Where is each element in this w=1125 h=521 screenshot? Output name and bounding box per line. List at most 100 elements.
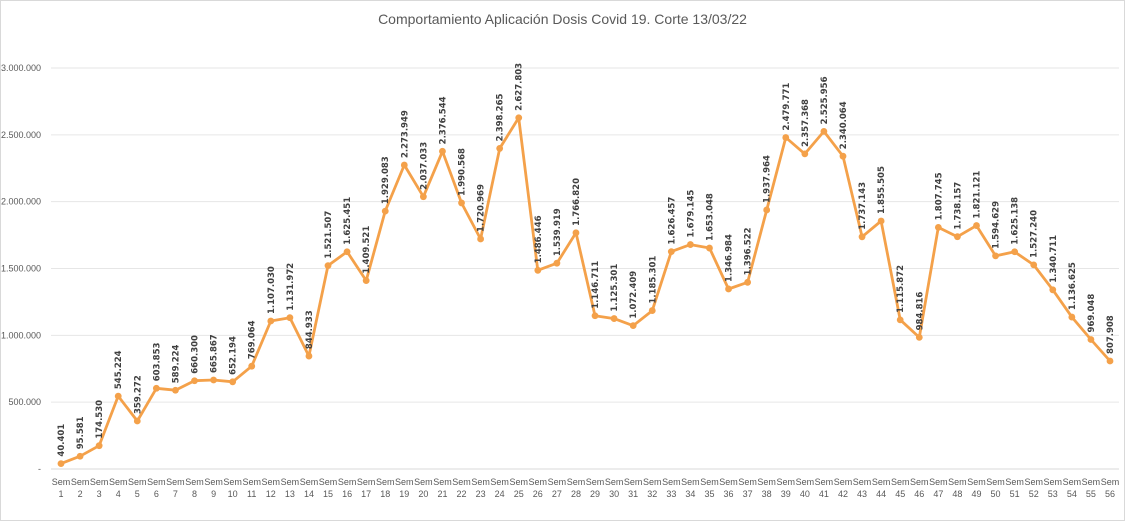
data-label: 1.720.969 (477, 184, 487, 232)
x-tick-label: Sem 31 (624, 477, 643, 499)
x-tick-label: Sem 9 (204, 477, 223, 499)
data-point (896, 316, 904, 324)
x-tick-label: Sem 6 (147, 477, 166, 499)
y-tick-label: 1.500.000 (1, 264, 41, 274)
data-point (496, 145, 504, 152)
x-tick-label: Sem 10 (223, 477, 242, 499)
data-point (57, 460, 65, 467)
data-label: 1.738.157 (953, 182, 963, 230)
data-point (248, 362, 256, 370)
data-point (858, 233, 866, 241)
x-tick-label: Sem 52 (1024, 477, 1043, 499)
x-tick-label: Sem 46 (910, 477, 929, 499)
data-label: 359.272 (133, 375, 143, 414)
y-tick-label: 3.000.000 (1, 63, 41, 73)
data-label: 1.107.030 (267, 266, 277, 314)
x-tick-label: Sem 29 (586, 477, 605, 499)
data-point (229, 378, 237, 386)
x-tick-label: Sem 2 (71, 477, 90, 499)
data-point (95, 442, 103, 450)
x-tick-label: Sem 32 (643, 477, 662, 499)
x-tick-label: Sem 12 (262, 477, 281, 499)
data-label: 545.224 (114, 350, 124, 389)
data-label: 1.539.919 (553, 208, 563, 256)
data-label: 1.146.711 (591, 261, 601, 309)
data-point (286, 314, 294, 322)
data-point (725, 285, 732, 293)
data-label: 1.679.145 (686, 190, 696, 238)
x-tick-label: Sem 39 (777, 477, 796, 499)
data-label: 1.115.872 (896, 265, 906, 313)
y-tick-label: 2.000.000 (1, 197, 41, 207)
x-tick-label: Sem 17 (357, 477, 376, 499)
data-point (553, 259, 561, 267)
x-tick-label: Sem 7 (166, 477, 185, 499)
data-point (210, 376, 217, 384)
data-label: 1.527.240 (1030, 210, 1040, 258)
data-label: 1.409.521 (362, 226, 372, 274)
data-point (267, 317, 275, 325)
x-tick-label: Sem 11 (242, 477, 261, 499)
data-point (915, 333, 923, 341)
x-tick-label: Sem 51 (1005, 477, 1024, 499)
x-tick-label: Sem 16 (338, 477, 357, 499)
x-tick-label: Sem 21 (433, 477, 452, 499)
data-point (744, 278, 752, 286)
data-point (1087, 336, 1095, 343)
data-label: 665.867 (210, 334, 220, 373)
data-label: 603.853 (152, 342, 162, 381)
x-tick-label: Sem 44 (872, 477, 891, 499)
data-label: 2.479.771 (782, 83, 792, 131)
data-label: 1.766.820 (572, 178, 582, 226)
data-label: 1.937.964 (763, 155, 773, 203)
data-point (305, 352, 313, 360)
data-point (534, 266, 542, 274)
data-point (172, 386, 179, 394)
data-point (667, 248, 675, 255)
data-label: 1.821.121 (972, 171, 982, 219)
x-tick-label: Sem 47 (929, 477, 948, 499)
data-point (191, 377, 198, 385)
x-tick-label: Sem 37 (738, 477, 757, 499)
data-label: 1.855.505 (877, 166, 887, 214)
x-tick-label: Sem 36 (719, 477, 738, 499)
data-label: 769.064 (248, 320, 258, 359)
data-label: 1.340.711 (1049, 235, 1059, 283)
data-label: 1.136.625 (1068, 262, 1078, 310)
x-tick-label: Sem 56 (1101, 477, 1120, 499)
x-tick-label: Sem 24 (490, 477, 509, 499)
data-point (152, 384, 160, 392)
data-label: 2.525.956 (820, 76, 830, 124)
data-label: 1.131.972 (286, 263, 296, 311)
x-tick-label: Sem 48 (948, 477, 967, 499)
x-tick-label: Sem 42 (834, 477, 853, 499)
x-tick-label: Sem 35 (700, 477, 719, 499)
data-point (763, 206, 771, 214)
x-tick-label: Sem 1 (52, 477, 71, 499)
data-label: 174.530 (95, 400, 105, 439)
x-tick-label: Sem 23 (471, 477, 490, 499)
x-tick-label: Sem 28 (567, 477, 586, 499)
chart-title: Comportamiento Aplicación Dosis Covid 19… (378, 11, 747, 27)
x-tick-label: Sem 38 (757, 477, 776, 499)
data-label: 1.486.446 (534, 215, 544, 263)
data-point (687, 241, 694, 248)
x-tick-label: Sem 13 (281, 477, 300, 499)
x-tick-label: Sem 55 (1082, 477, 1101, 499)
data-point (1030, 261, 1038, 269)
data-label: 2.376.544 (438, 96, 448, 144)
data-point (458, 199, 465, 207)
data-point (954, 233, 961, 241)
data-point (934, 223, 942, 231)
data-point (133, 417, 141, 425)
x-tick-label: Sem 18 (376, 477, 395, 499)
data-label: 2.357.368 (801, 99, 811, 147)
data-point (801, 150, 809, 158)
x-tick-label: Sem 15 (319, 477, 338, 499)
data-label: 40.401 (57, 424, 67, 457)
x-tick-label: Sem 40 (796, 477, 815, 499)
data-point (591, 312, 599, 320)
x-tick-label: Sem 30 (605, 477, 624, 499)
data-label: 1.396.522 (744, 227, 754, 275)
